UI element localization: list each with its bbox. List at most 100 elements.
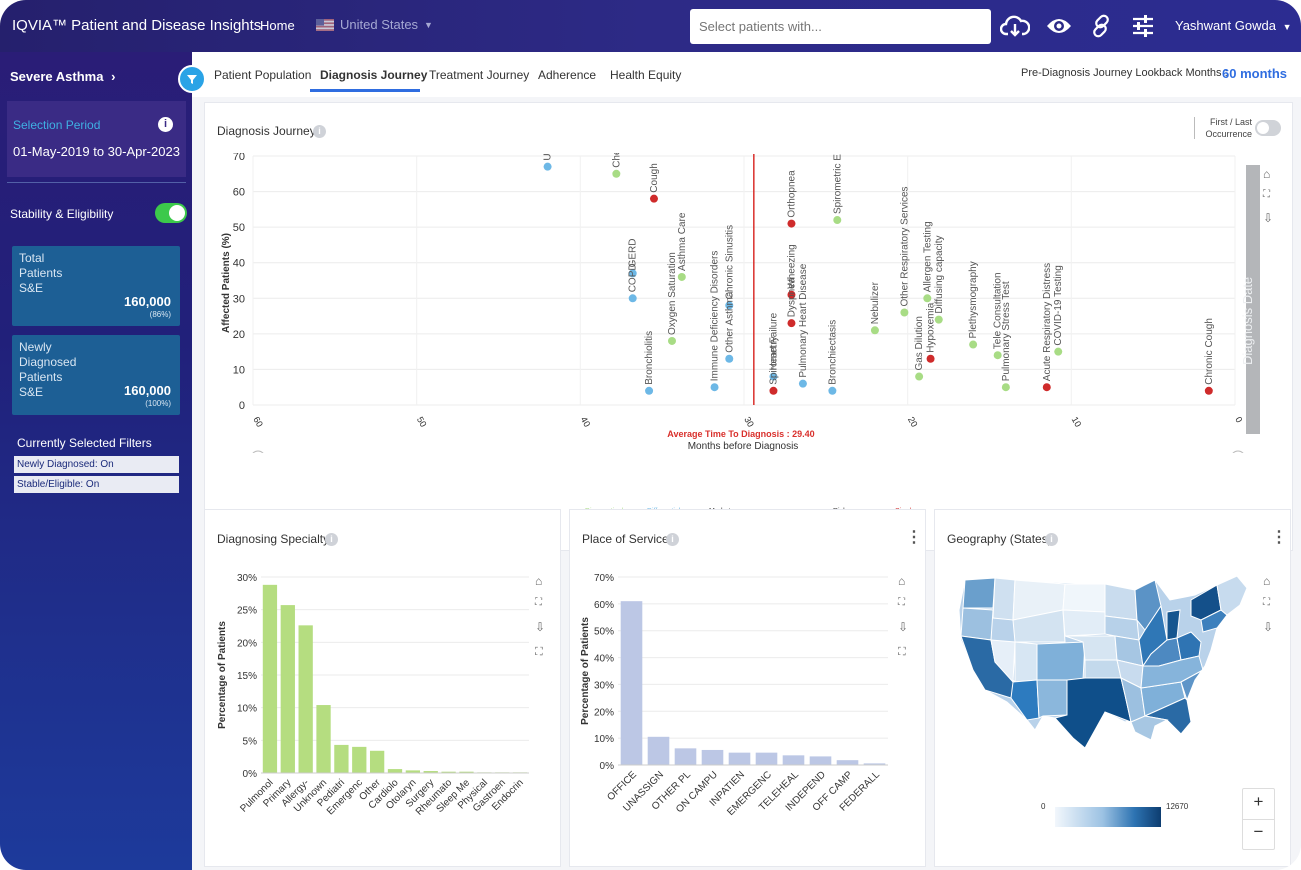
card-percent: (86%) (149, 310, 171, 319)
home-icon[interactable]: ⌂ (898, 574, 906, 588)
tab-adherence[interactable]: Adherence (538, 68, 597, 82)
data-point (769, 386, 778, 395)
divider (1243, 819, 1274, 820)
cloud-download-icon[interactable] (1000, 13, 1030, 39)
patient-search-input[interactable] (690, 9, 991, 44)
data-point-label: Chronic Sinusitis (724, 225, 735, 299)
y-tick-label: 15% (237, 671, 257, 682)
fullscreen-icon[interactable]: ⛶ (898, 646, 906, 658)
lookback-value[interactable]: 60 months (1222, 66, 1288, 81)
card-value: 160,000 (124, 294, 171, 309)
bar (836, 760, 859, 765)
y-tick-label: 0% (600, 761, 615, 772)
geography-panel: Geography (States) i ⋮ ⌂ ⛶ ⇩ (934, 509, 1291, 867)
sliders-settings-icon[interactable] (1131, 14, 1155, 38)
bar (334, 744, 349, 773)
tab-health-equity[interactable]: Health Equity (610, 68, 682, 82)
data-point-label: Hypoxemia (926, 302, 937, 352)
x-tick-label: 20 (906, 415, 920, 429)
data-point (649, 194, 658, 203)
active-tab-indicator (310, 89, 420, 92)
tab-bar: Patient Population Diagnosis Journey Tre… (192, 52, 1301, 97)
data-point-label: Spirometry (768, 336, 779, 384)
data-point (833, 216, 842, 225)
kebab-menu-icon[interactable]: ⋮ (906, 529, 922, 546)
data-point (769, 372, 778, 381)
divider (1194, 117, 1195, 139)
card-label-line: S&E (19, 281, 44, 295)
occurrence-toggle[interactable] (1255, 120, 1281, 136)
download-icon[interactable]: ⇩ (535, 620, 546, 634)
card-value: 160,000 (124, 383, 171, 398)
data-point-label: Pulmonary Heart Disease (798, 263, 809, 377)
filter-chip[interactable]: Newly Diagnosed: On (14, 456, 179, 473)
data-point-label: COPD (628, 263, 639, 292)
y-tick-label: 20% (237, 638, 257, 649)
total-patients-card: Total Patients S&E 160,000 (86%) (12, 246, 180, 326)
info-icon[interactable]: i (158, 117, 173, 132)
data-point (915, 372, 924, 381)
card-label-line: Patients (19, 266, 63, 280)
toggle-knob (1257, 122, 1269, 134)
main-content: Patient Population Diagnosis Journey Tre… (178, 52, 1301, 870)
y-tick-label: 40 (233, 258, 245, 270)
tab-diagnosis-journey[interactable]: Diagnosis Journey (320, 68, 428, 82)
card-label-line: Newly (19, 340, 52, 354)
y-tick-label: 5% (243, 736, 258, 747)
zoom-select-icon[interactable]: ⛶ (535, 597, 542, 608)
map-color-scale (1055, 807, 1161, 827)
x-axis-label: Months before Diagnosis (688, 441, 799, 452)
data-point-label: Acute Respiratory Distress (1042, 263, 1053, 381)
info-icon[interactable]: i (325, 533, 338, 546)
tab-patient-population[interactable]: Patient Population (214, 68, 312, 82)
download-icon[interactable]: ⇩ (1263, 620, 1274, 634)
info-icon[interactable]: i (666, 533, 679, 546)
y-axis-label: Affected Patients (%) (221, 233, 232, 333)
download-icon[interactable]: ⇩ (1263, 211, 1274, 225)
info-icon[interactable]: i (1045, 533, 1058, 546)
left-sidebar: Severe Asthma › Selection Period i 01-Ma… (0, 52, 192, 870)
scale-max-label: 12670 (1166, 802, 1189, 811)
download-icon[interactable]: ⇩ (898, 620, 909, 634)
data-point (870, 326, 879, 335)
zoom-select-icon[interactable]: ⛶ (1263, 189, 1270, 200)
brand-title: IQVIA™ Patient and Disease Insights (12, 17, 262, 34)
zoom-in-button[interactable]: + (1253, 792, 1264, 811)
user-menu[interactable]: Yashwant Gowda ▼ (1175, 18, 1291, 33)
stability-toggle[interactable] (155, 203, 187, 223)
y-tick-label: 20% (594, 707, 614, 718)
home-icon[interactable]: ⌂ (535, 574, 543, 588)
tab-treatment-journey[interactable]: Treatment Journey (429, 68, 530, 82)
zoom-select-icon[interactable]: ⛶ (1263, 597, 1270, 608)
bar (316, 705, 331, 773)
data-point-label: Gas Dilution (914, 316, 925, 370)
zoom-out-button[interactable]: − (1253, 822, 1264, 841)
kebab-menu-icon[interactable]: ⋮ (1271, 529, 1287, 546)
bar (262, 584, 278, 773)
eye-icon[interactable] (1045, 14, 1073, 38)
filter-funnel-button[interactable] (178, 65, 206, 93)
zoom-select-icon[interactable]: ⛶ (898, 597, 905, 608)
link-icon[interactable] (1089, 14, 1113, 38)
filter-chip[interactable]: Stable/Eligible: On (14, 476, 179, 493)
diagnosis-date-bar: Diagnosis Date (1240, 165, 1260, 434)
data-point-label: Spirometric E (832, 154, 843, 214)
condition-selector[interactable]: Severe Asthma › (10, 69, 115, 84)
bar (863, 763, 886, 765)
bar (423, 771, 438, 773)
bar (459, 771, 474, 773)
home-icon[interactable]: ⌂ (1263, 167, 1271, 181)
y-tick-label: 50 (233, 222, 245, 234)
info-icon[interactable]: i (313, 125, 326, 138)
home-icon[interactable]: ⌂ (1263, 574, 1271, 588)
data-point (710, 383, 719, 392)
home-link[interactable]: Home (260, 18, 295, 33)
country-selector[interactable]: United States ▼ (316, 17, 433, 32)
y-tick-label: 10% (594, 734, 614, 745)
fullscreen-icon[interactable]: ⛶ (535, 646, 543, 658)
bar (701, 749, 724, 765)
y-tick-label: 40% (594, 654, 614, 665)
panel-title: Diagnosis Journey (217, 124, 316, 138)
data-point (993, 351, 1002, 360)
data-point-label: GERD (628, 238, 639, 267)
